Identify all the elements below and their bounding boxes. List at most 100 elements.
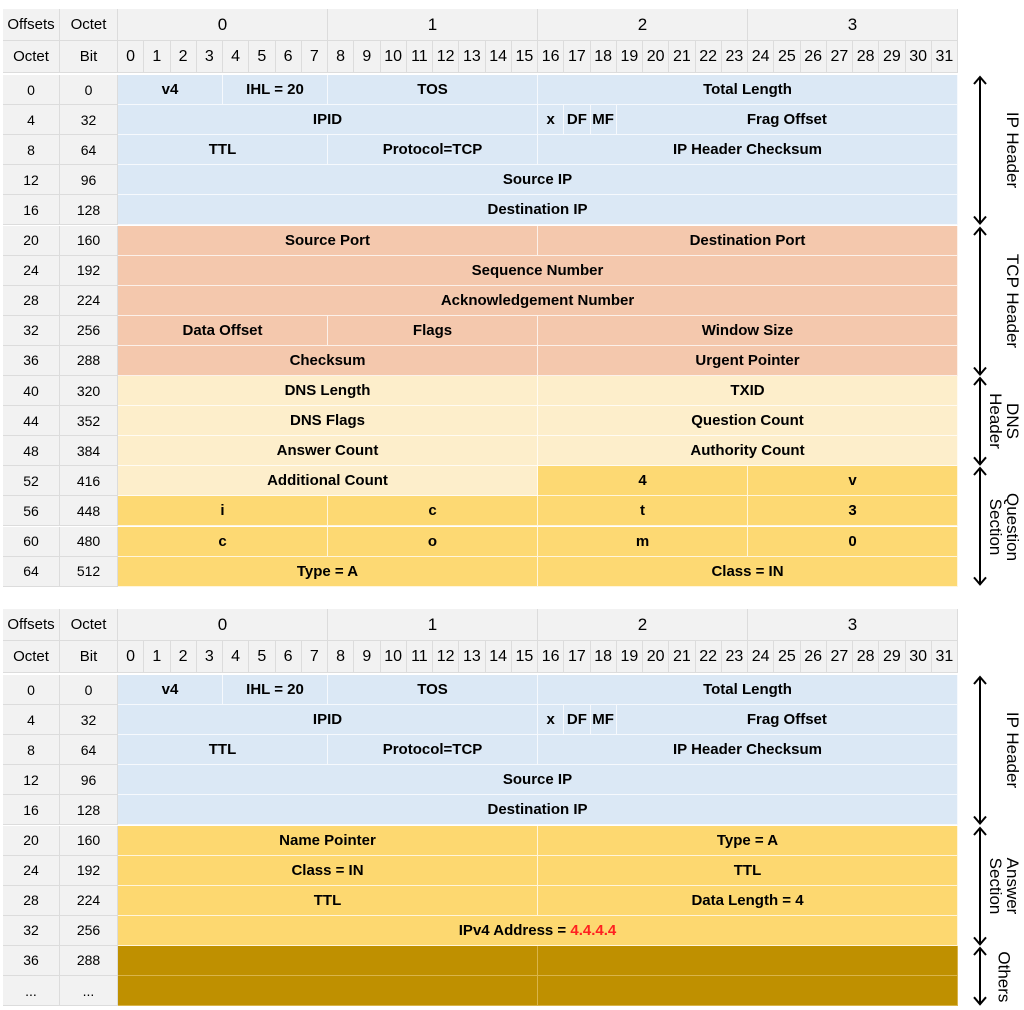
octet-number: 3 — [748, 9, 958, 41]
row-octet-offset: 28 — [3, 885, 60, 916]
row-bit-offset: 0 — [60, 75, 118, 106]
row-octet-offset: 24 — [3, 855, 60, 886]
bit-number: 8 — [328, 641, 355, 673]
question-byte: c — [118, 526, 328, 557]
ip-protocol-field: Protocol=TCP — [328, 135, 538, 166]
bit-number: 12 — [433, 41, 460, 73]
ip-checksum-field: IP Header Checksum — [538, 735, 958, 766]
ip-header-bracket-response-label: IP Header — [1003, 712, 1022, 789]
tcp-destination-port-field: Destination Port — [538, 225, 958, 256]
ip-header-bracket-arrow — [973, 75, 987, 226]
bit-number: 27 — [826, 41, 853, 73]
ip-tos-field: TOS — [328, 675, 538, 706]
ip-ttl-field: TTL — [118, 135, 328, 166]
octet-number: 1 — [328, 609, 538, 641]
row-octet-offset: ... — [3, 976, 60, 1007]
bit-column-header: Bit — [60, 41, 118, 73]
bit-number: 12 — [433, 641, 460, 673]
bit-number: 6 — [275, 41, 302, 73]
bit-number: 10 — [380, 41, 407, 73]
bit-number: 6 — [275, 641, 302, 673]
ip-version-field: v4 — [118, 675, 223, 706]
others-field — [538, 976, 958, 1007]
ip-ttl-field: TTL — [118, 735, 328, 766]
ip-total-length-field: Total Length — [538, 75, 958, 106]
ip-version-field: v4 — [118, 75, 223, 106]
others-bracket-label: Others — [994, 950, 1014, 1002]
question-byte: t — [538, 496, 748, 527]
row-bit-offset: 256 — [60, 915, 118, 946]
row-octet-offset: 60 — [3, 526, 60, 557]
question-byte: v — [748, 466, 958, 497]
bit-number: 10 — [380, 641, 407, 673]
row-octet-offset: 40 — [3, 376, 60, 407]
bit-number: 22 — [695, 641, 722, 673]
question-byte: i — [118, 496, 328, 527]
ip-source-field: Source IP — [118, 765, 958, 796]
bit-number: 2 — [170, 41, 197, 73]
bit-number: 29 — [879, 641, 906, 673]
bit-number: 15 — [511, 41, 538, 73]
others-bracket-arrow — [973, 946, 987, 1006]
bit-number: 7 — [301, 641, 328, 673]
octet-number: 1 — [328, 9, 538, 41]
row-octet-offset: 36 — [3, 945, 60, 976]
tcp-header-bracket-label: TCP Header — [1003, 253, 1022, 348]
bit-number: 1 — [144, 641, 171, 673]
offsets-header: Offsets — [3, 9, 60, 41]
bit-number: 20 — [643, 41, 670, 73]
row-octet-offset: 24 — [3, 255, 60, 286]
bit-number: 17 — [564, 41, 591, 73]
dns-header-bracket-arrow — [973, 376, 987, 466]
bit-number: 23 — [721, 41, 748, 73]
bit-number: 20 — [643, 641, 670, 673]
bit-number: 25 — [774, 41, 801, 73]
answer-type-field: Type = A — [538, 825, 958, 856]
octet-header: Octet — [60, 9, 118, 41]
bit-number: 21 — [669, 641, 696, 673]
ip-total-length-field: Total Length — [538, 675, 958, 706]
bit-number: 27 — [826, 641, 853, 673]
ip-reserved-flag-field: x — [538, 105, 565, 136]
bit-number: 23 — [721, 641, 748, 673]
row-bit-offset: 224 — [60, 885, 118, 916]
octet-number: 2 — [538, 609, 748, 641]
bit-number: 24 — [748, 641, 775, 673]
bit-number: 30 — [905, 41, 932, 73]
dns-header-bracket-label: DNS Header — [985, 393, 1022, 450]
bit-number: 2 — [170, 641, 197, 673]
bit-number: 24 — [748, 41, 775, 73]
row-bit-offset: 0 — [60, 675, 118, 706]
dns-answer-count-field: Answer Count — [118, 436, 538, 467]
dns-question-count-field: Question Count — [538, 406, 958, 437]
row-octet-offset: 36 — [3, 345, 60, 376]
row-bit-offset: 384 — [60, 436, 118, 467]
answer-section-bracket-arrow — [973, 825, 987, 946]
row-octet-offset: 4 — [3, 105, 60, 136]
row-octet-offset: 64 — [3, 556, 60, 587]
octet-header: Octet — [60, 609, 118, 641]
bit-number: 29 — [879, 41, 906, 73]
bit-number: 18 — [590, 641, 617, 673]
row-octet-offset: 4 — [3, 705, 60, 736]
row-octet-offset: 0 — [3, 75, 60, 106]
row-octet-offset: 16 — [3, 795, 60, 826]
question-section-bracket-label: Question Section — [985, 492, 1022, 561]
bit-number: 5 — [249, 41, 276, 73]
ip-reserved-flag-field: x — [538, 705, 565, 736]
ip-ihl-field: IHL = 20 — [223, 75, 328, 106]
bit-number: 16 — [538, 641, 565, 673]
question-byte: o — [328, 526, 538, 557]
dns-authority-count-field: Authority Count — [538, 436, 958, 467]
bit-number: 8 — [328, 41, 355, 73]
row-bit-offset: 480 — [60, 526, 118, 557]
bit-number: 15 — [511, 641, 538, 673]
bit-number: 11 — [406, 641, 433, 673]
tcp-source-port-field: Source Port — [118, 225, 538, 256]
row-octet-offset: 56 — [3, 496, 60, 527]
others-field — [118, 945, 538, 976]
bit-number: 14 — [485, 641, 512, 673]
tcp-data-offset-field: Data Offset — [118, 315, 328, 346]
others-field — [118, 976, 538, 1007]
bit-number: 31 — [931, 641, 958, 673]
